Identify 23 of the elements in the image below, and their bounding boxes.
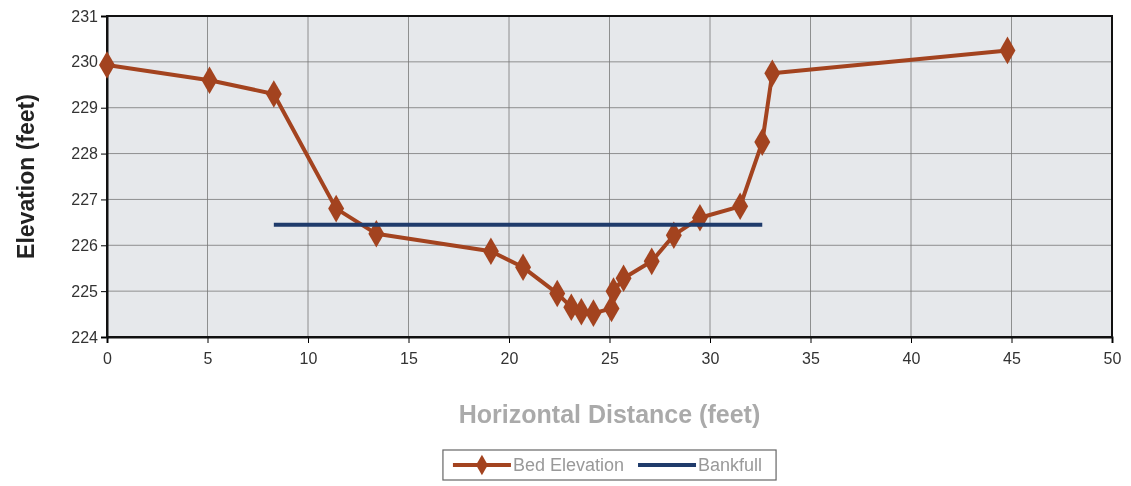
- x-axis-title: Horizontal Distance (feet): [458, 400, 761, 428]
- y-tick-label: 227: [71, 191, 99, 209]
- x-tick-label: 5: [203, 349, 213, 367]
- y-tick-label: 224: [71, 328, 99, 346]
- y-axis-title: Elevation (feet): [13, 94, 39, 259]
- legend-label: Bed Elevation: [512, 455, 625, 475]
- y-tick-label: 226: [71, 236, 99, 254]
- y-tick-label: 231: [71, 7, 99, 25]
- x-tick-label: 15: [400, 349, 418, 367]
- x-tick-label: 30: [701, 349, 720, 367]
- y-tick-label: 230: [71, 53, 99, 71]
- x-tick-label: 45: [1003, 349, 1021, 367]
- x-tick-label: 20: [500, 349, 519, 367]
- x-tick-label: 25: [601, 349, 619, 367]
- x-tick-label: 10: [299, 349, 318, 367]
- y-tick-label: 228: [71, 145, 99, 163]
- x-tick-label: 40: [902, 349, 921, 367]
- y-tick-label: 225: [71, 282, 99, 300]
- legend-label: Bankfull: [698, 455, 763, 475]
- x-tick-label: 35: [802, 349, 820, 367]
- x-tick-label: 50: [1103, 349, 1122, 367]
- y-tick-label: 229: [71, 99, 99, 117]
- x-tick-label: 0: [103, 349, 113, 367]
